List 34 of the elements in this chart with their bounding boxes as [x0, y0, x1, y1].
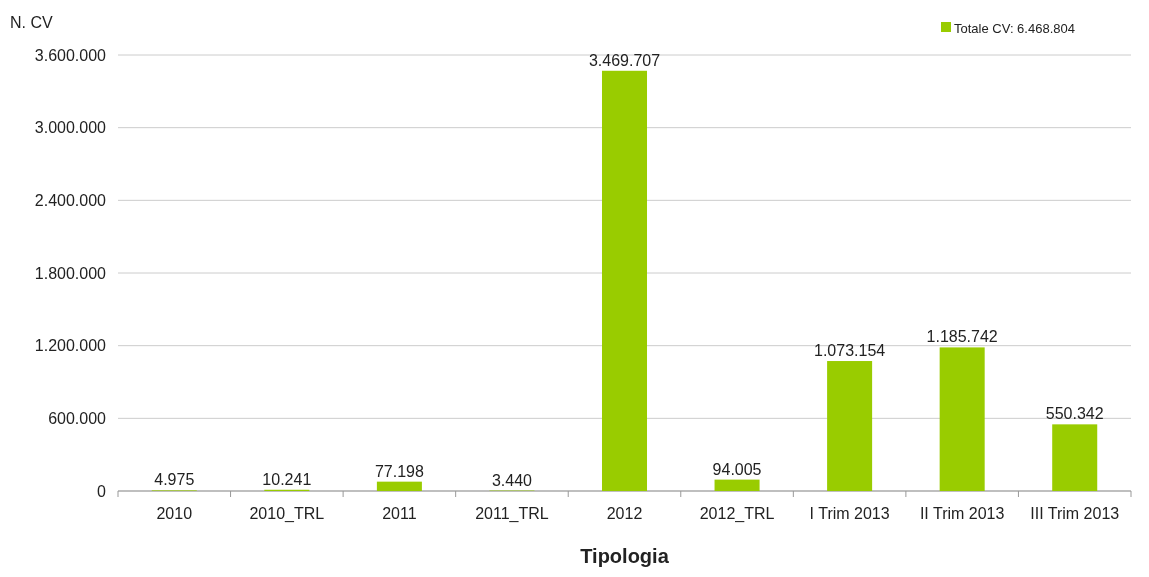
- x-tick-label: 2010_TRL: [249, 505, 325, 523]
- bar: [827, 361, 873, 491]
- y-tick-label: 3.000.000: [34, 119, 107, 137]
- x-tick-label: 2011: [382, 505, 417, 522]
- y-tick-label: 2.400.000: [34, 191, 107, 209]
- data-label: 94.005: [712, 460, 762, 478]
- y-tick-label: 1.200.000: [34, 337, 107, 355]
- data-label: 77.198: [374, 462, 424, 480]
- x-tick-label: 2012: [606, 505, 643, 522]
- legend-label: Totale CV: 6.468.804: [954, 20, 1075, 36]
- bar: [939, 347, 985, 491]
- bar: [1052, 424, 1098, 491]
- y-tick-label: 0: [97, 482, 107, 500]
- data-label: 3.469.707: [588, 51, 661, 69]
- bar: [714, 479, 760, 491]
- x-tick-label: 2011_TRL: [475, 505, 549, 523]
- data-label: 1.185.742: [926, 328, 998, 346]
- y-tick-label: 3.600.000: [34, 46, 107, 64]
- x-tick-label: II Trim 2013: [919, 505, 1005, 522]
- data-label: 1.073.154: [814, 342, 886, 360]
- data-label: 4.975: [154, 471, 195, 489]
- x-tick-label: III Trim 2013: [1030, 505, 1120, 522]
- y-axis-title: N. CV: [10, 14, 53, 31]
- data-label: 3.440: [491, 471, 533, 489]
- bar: [601, 70, 648, 491]
- x-tick-label: I Trim 2013: [809, 505, 890, 522]
- x-tick-label: 2012_TRL: [699, 505, 775, 523]
- y-tick-label: 1.800.000: [34, 264, 107, 282]
- data-label: 10.241: [262, 470, 312, 488]
- x-tick-label: 2010: [156, 505, 193, 522]
- data-label: 550.342: [1045, 405, 1104, 423]
- x-axis-title: Tipologia: [580, 545, 670, 567]
- y-tick-label: 600.000: [48, 409, 107, 427]
- bar: [376, 481, 422, 491]
